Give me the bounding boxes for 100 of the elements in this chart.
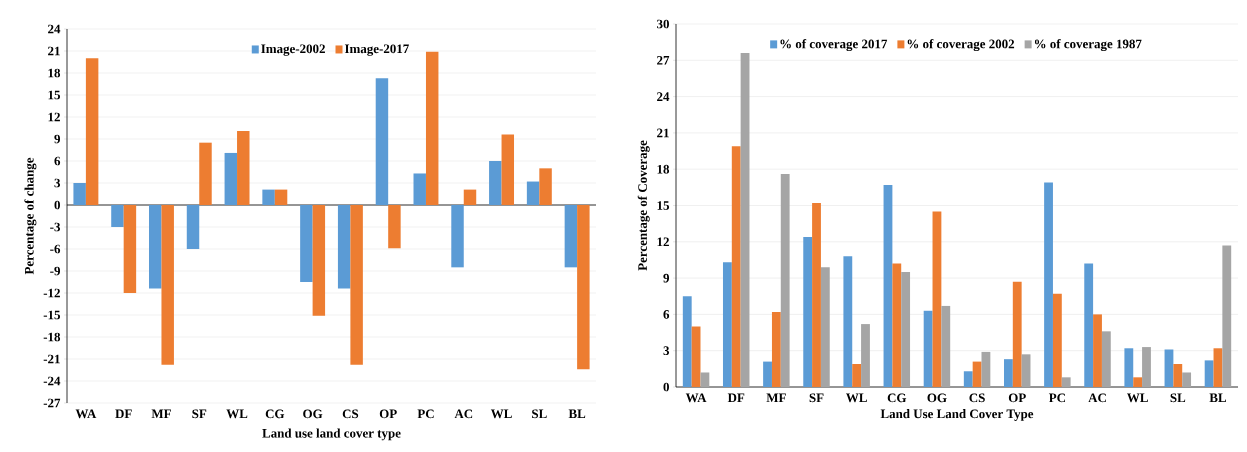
bar [161,205,174,365]
y-tick-label: -12 [43,288,60,298]
x-tick-label: DF [115,409,132,419]
y-tick-label: 18 [657,164,670,174]
y-tick-label: 21 [48,46,60,56]
legend-label: Image-2002 [261,44,325,56]
y-tick-label: -24 [43,376,61,386]
x-tick-label: SL [532,409,547,419]
bar [700,372,710,387]
bar [852,364,862,387]
bar [691,326,701,387]
x-tick-label: WL [490,409,512,419]
x-tick-label: OG [303,409,323,419]
x-tick-label: CS [969,393,985,403]
x-tick-label: WL [846,393,867,403]
bar [812,203,821,387]
bar [771,311,781,387]
y-tick-label: -6 [50,244,61,254]
bar [861,324,870,387]
bar [564,205,578,268]
bar [149,205,162,289]
bar [901,272,911,387]
y-tick-label: -27 [43,398,61,408]
bar [526,181,540,205]
bar [413,173,426,205]
legend-label: % of coverage 1987 [1034,39,1142,52]
bar [577,205,590,370]
y-tick-label: 9 [663,273,670,283]
y-tick-label: 24 [657,92,670,101]
x-tick-label: WL [1127,393,1148,403]
x-tick-label: BL [568,409,586,419]
bar [1213,348,1223,387]
x-tick-label: MF [151,409,171,418]
bar [199,142,212,205]
x-tick-label: MF [766,393,786,402]
bar [682,296,692,387]
bar [425,51,439,205]
y-tick-label: -18 [43,332,61,342]
bar [892,263,902,387]
y-tick-label: 15 [48,90,60,100]
y-tick-label: 6 [663,310,670,319]
y-axis-title: Percentage of Coverage [637,140,650,271]
x-tick-label: CG [265,409,285,419]
x-tick-label: PC [417,409,434,419]
bar [1124,348,1134,387]
bar [312,205,326,316]
x-tick-label: WA [75,409,97,419]
bar [1204,360,1214,387]
y-tick-label: 21 [657,128,669,138]
bar [85,58,99,205]
y-axis-title: Percentage of change [24,157,37,275]
bar [1222,245,1232,387]
bar [489,161,502,205]
y-tick-label: 12 [657,237,669,247]
y-tick-label: -9 [50,266,61,276]
bar [123,205,137,293]
bar [1142,347,1151,387]
bar [388,205,401,249]
x-axis-title: Land use land cover type [262,428,401,441]
bar [963,371,973,387]
y-tick-label: 9 [54,134,61,144]
bar [237,130,250,205]
legend-label: % of coverage 2017 [780,39,888,52]
x-tick-label: CG [887,393,907,403]
bar [803,236,813,387]
x-tick-label: SL [1170,393,1186,403]
bar [73,183,86,205]
bar [722,262,732,387]
bar [923,310,933,387]
legend-label: Image-2017 [344,44,409,56]
bar [1101,331,1111,387]
bar [932,211,942,387]
x-tick-label: OP [379,409,397,419]
bar [451,205,464,268]
x-tick-label: SF [192,409,207,419]
y-tick-label: -21 [43,354,60,364]
bar [731,146,741,387]
bar [350,205,363,365]
bar [186,205,200,249]
x-tick-label: CS [342,409,359,419]
bar [262,189,275,205]
bar [941,305,951,387]
bar [972,361,982,387]
bar [539,168,552,205]
bar [463,189,477,205]
x-axis-title: Land Use Land Cover Type [880,409,1034,421]
x-tick-label: AC [1088,393,1106,403]
bar [1044,182,1053,387]
bar [111,205,124,227]
bar [1021,354,1031,387]
legend-label: % of coverage 2002 [907,39,1015,52]
y-tick-label: 3 [54,178,61,188]
y-tick-label: 18 [48,68,61,78]
bar [843,256,853,387]
y-tick-label: 30 [657,19,669,29]
y-tick-label: 0 [54,200,60,210]
bar [501,134,515,205]
x-tick-label: WL [226,409,248,419]
x-tick-label: OP [1008,393,1026,403]
bar [1084,263,1094,387]
